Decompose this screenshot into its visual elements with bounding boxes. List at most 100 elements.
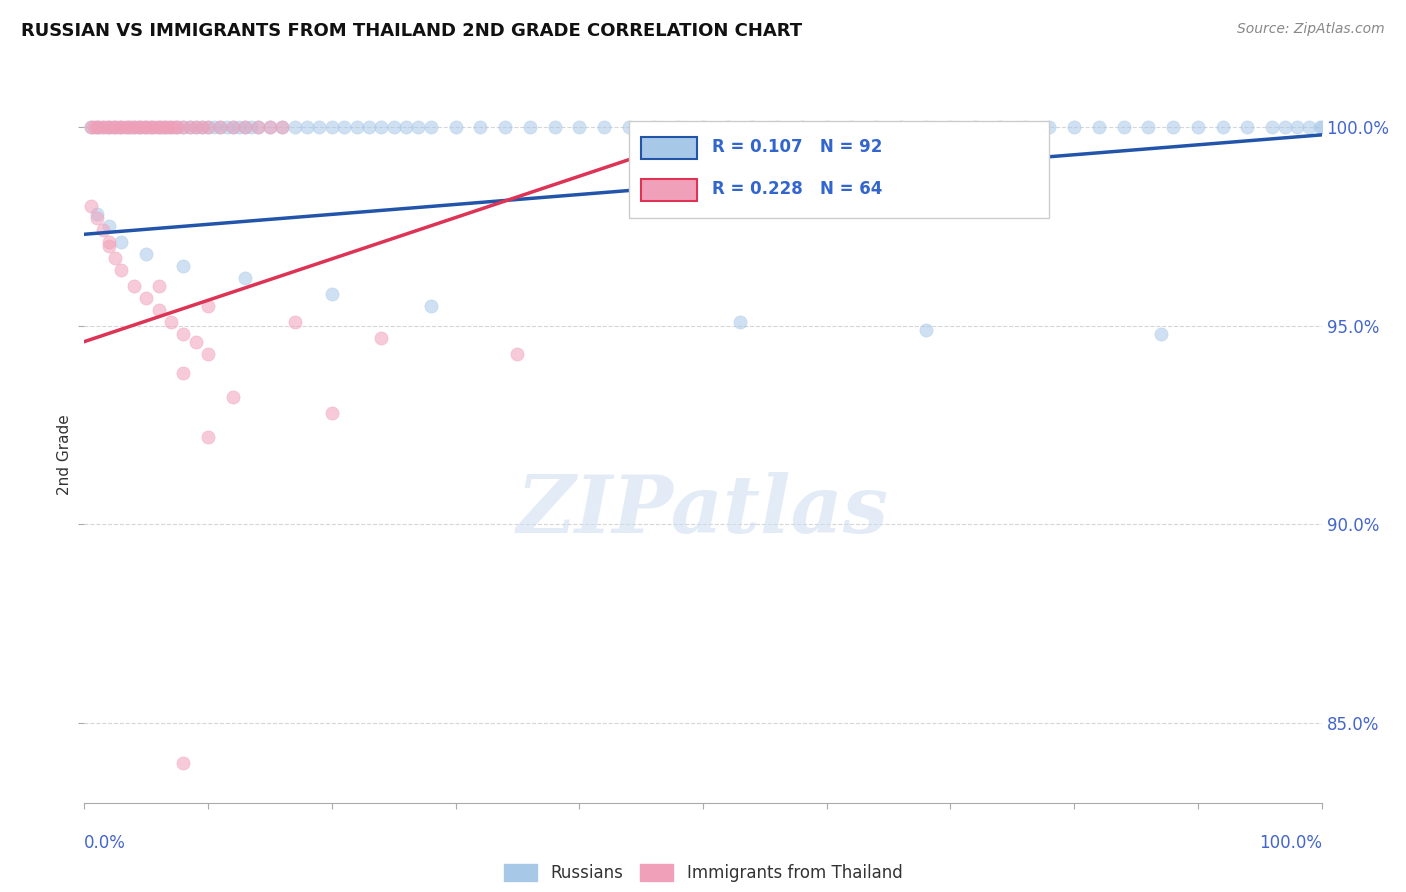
Point bbox=[965, 120, 987, 134]
Point bbox=[184, 334, 207, 349]
Point bbox=[172, 120, 194, 134]
Point bbox=[86, 211, 108, 226]
Point bbox=[135, 120, 157, 134]
Point bbox=[1212, 120, 1234, 134]
Point bbox=[179, 120, 201, 134]
Text: R = 0.107   N = 92: R = 0.107 N = 92 bbox=[711, 138, 882, 156]
Point bbox=[233, 120, 256, 134]
Point bbox=[295, 120, 318, 134]
Point bbox=[1285, 120, 1308, 134]
FancyBboxPatch shape bbox=[628, 121, 1049, 219]
Point bbox=[122, 279, 145, 293]
Point bbox=[666, 120, 689, 134]
Point bbox=[988, 120, 1011, 134]
Point bbox=[593, 120, 616, 134]
Point bbox=[346, 120, 368, 134]
Text: 100.0%: 100.0% bbox=[1258, 834, 1322, 852]
Point bbox=[191, 120, 214, 134]
Point bbox=[271, 120, 294, 134]
Text: Source: ZipAtlas.com: Source: ZipAtlas.com bbox=[1237, 22, 1385, 37]
Point bbox=[179, 120, 201, 134]
Point bbox=[135, 120, 157, 134]
Point bbox=[246, 120, 269, 134]
Point bbox=[209, 120, 232, 134]
FancyBboxPatch shape bbox=[641, 178, 697, 201]
Point bbox=[209, 120, 232, 134]
Point bbox=[101, 120, 124, 134]
Text: ZIPatlas: ZIPatlas bbox=[517, 472, 889, 549]
Point bbox=[110, 120, 132, 134]
Point bbox=[284, 315, 307, 329]
Point bbox=[717, 120, 740, 134]
Point bbox=[86, 207, 108, 221]
Point bbox=[153, 120, 176, 134]
Point bbox=[141, 120, 163, 134]
Point bbox=[815, 120, 838, 134]
Point bbox=[1137, 120, 1160, 134]
Point bbox=[129, 120, 152, 134]
Point bbox=[117, 120, 139, 134]
Point bbox=[98, 219, 121, 234]
Point bbox=[1088, 120, 1111, 134]
Point bbox=[370, 120, 392, 134]
Point bbox=[259, 120, 281, 134]
Point bbox=[191, 120, 214, 134]
Point bbox=[321, 120, 343, 134]
FancyBboxPatch shape bbox=[641, 137, 697, 159]
Point bbox=[79, 199, 101, 213]
Point bbox=[841, 120, 863, 134]
Point bbox=[172, 756, 194, 770]
Point bbox=[890, 120, 912, 134]
Point bbox=[1274, 120, 1296, 134]
Point bbox=[110, 235, 132, 250]
Point bbox=[246, 120, 269, 134]
Point bbox=[122, 120, 145, 134]
Point bbox=[357, 120, 380, 134]
Point bbox=[160, 315, 183, 329]
Point bbox=[108, 120, 131, 134]
Point bbox=[1261, 120, 1284, 134]
Point bbox=[1150, 326, 1173, 341]
Point bbox=[197, 120, 219, 134]
Point bbox=[370, 331, 392, 345]
Point bbox=[148, 120, 170, 134]
Point bbox=[79, 120, 101, 134]
Point bbox=[240, 120, 263, 134]
Point bbox=[321, 406, 343, 420]
Point bbox=[506, 346, 529, 360]
Point bbox=[110, 263, 132, 277]
Point bbox=[382, 120, 405, 134]
Point bbox=[160, 120, 183, 134]
Point bbox=[766, 120, 789, 134]
Point bbox=[233, 120, 256, 134]
Point bbox=[1236, 120, 1258, 134]
Point bbox=[172, 120, 194, 134]
Point bbox=[519, 120, 541, 134]
Point bbox=[233, 271, 256, 285]
Point bbox=[1187, 120, 1209, 134]
Point bbox=[91, 223, 114, 237]
Point bbox=[98, 120, 121, 134]
Point bbox=[321, 286, 343, 301]
Point bbox=[419, 299, 441, 313]
Point bbox=[197, 430, 219, 444]
Point bbox=[202, 120, 225, 134]
Point bbox=[1309, 120, 1331, 134]
Point bbox=[728, 315, 751, 329]
Point bbox=[1161, 120, 1184, 134]
Point bbox=[172, 259, 194, 273]
Point bbox=[117, 120, 139, 134]
Point bbox=[166, 120, 188, 134]
Point bbox=[122, 120, 145, 134]
Point bbox=[172, 367, 194, 381]
Point bbox=[141, 120, 163, 134]
Point bbox=[132, 120, 155, 134]
Point bbox=[86, 120, 108, 134]
Point bbox=[184, 120, 207, 134]
Point bbox=[160, 120, 183, 134]
Point bbox=[98, 235, 121, 250]
Point bbox=[83, 120, 105, 134]
Point bbox=[1038, 120, 1060, 134]
Point bbox=[1298, 120, 1320, 134]
Point bbox=[197, 120, 219, 134]
